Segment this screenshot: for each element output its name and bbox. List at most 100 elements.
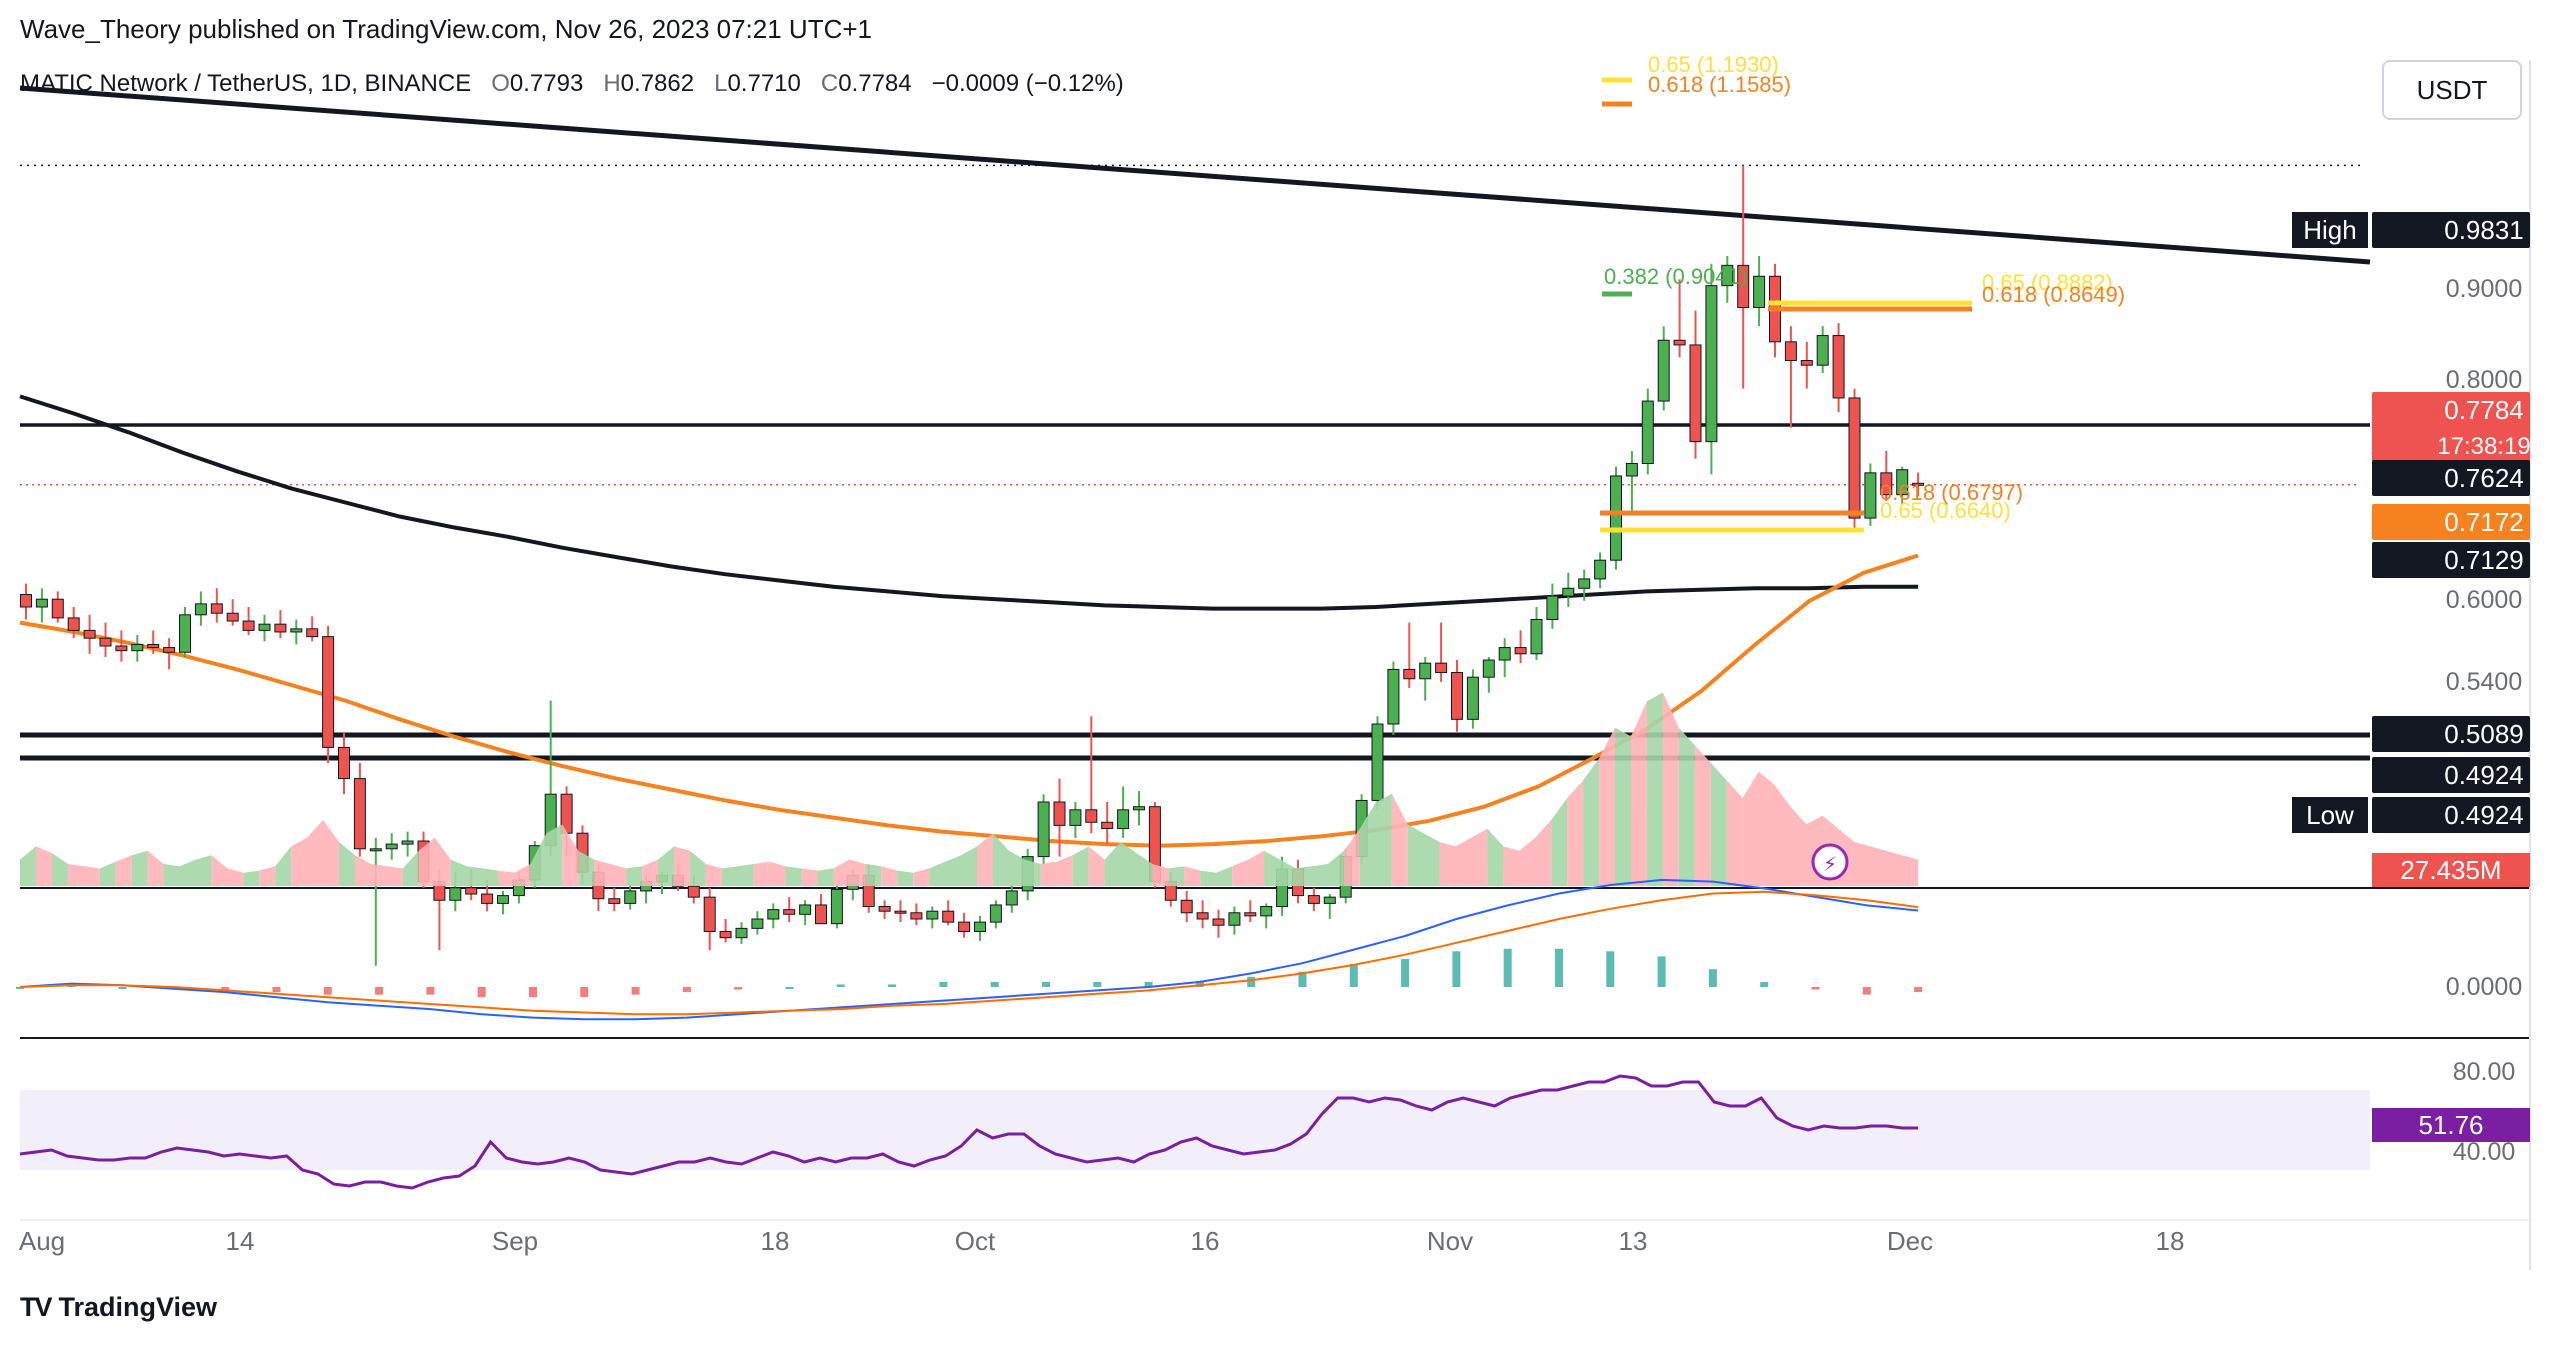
candle-body bbox=[1800, 360, 1813, 366]
lightning-glyph: ⚡ bbox=[1823, 854, 1837, 876]
volume-area-down bbox=[1694, 745, 1711, 886]
candle-body bbox=[1244, 912, 1257, 917]
volume-area-down bbox=[1567, 780, 1584, 886]
candle-body bbox=[369, 848, 382, 852]
symbol-legend: MATIC Network / TetherUS, 1D, BINANCE O0… bbox=[20, 70, 1124, 98]
candle-body bbox=[83, 629, 96, 639]
candle-body bbox=[1673, 339, 1686, 346]
macd-histogram-bar bbox=[1914, 987, 1923, 993]
candle-body bbox=[1037, 801, 1050, 858]
tradingview-logo[interactable]: TV TradingView bbox=[20, 1292, 217, 1323]
macd-histogram-bar bbox=[1708, 969, 1717, 987]
candle-body bbox=[210, 603, 223, 614]
candle-body bbox=[1101, 821, 1114, 830]
candle-body bbox=[115, 645, 128, 652]
volume-area-up bbox=[689, 850, 706, 886]
candle-body bbox=[1371, 723, 1384, 801]
candle-body bbox=[910, 912, 923, 920]
volume-area-up bbox=[578, 850, 595, 886]
macd-histogram-bar bbox=[682, 987, 691, 993]
volume-area-down bbox=[673, 846, 690, 886]
volume-area-up bbox=[785, 866, 802, 886]
candle-body bbox=[1085, 809, 1098, 823]
low-value: 0.7710 bbox=[727, 70, 801, 97]
volume-area-up bbox=[1264, 850, 1344, 886]
volume-area-down bbox=[594, 859, 627, 886]
macd-histogram-bar bbox=[1606, 951, 1615, 987]
candle-body bbox=[1482, 659, 1495, 678]
volume-area-up bbox=[1487, 828, 1504, 886]
volume-area-down bbox=[418, 837, 451, 886]
volume-area-up bbox=[626, 866, 643, 886]
candle-body bbox=[497, 895, 509, 904]
volume-label-box bbox=[2372, 853, 2530, 887]
fib-label: 0.618 (1.1585) bbox=[1648, 72, 1791, 97]
macd-histogram-bar bbox=[1247, 976, 1256, 987]
rsi-axis-tick: 40.00 bbox=[2453, 1138, 2516, 1166]
volume-area-up bbox=[1072, 846, 1089, 886]
candle-body bbox=[1657, 339, 1670, 402]
volume-area-up bbox=[20, 846, 36, 886]
volume-area-down bbox=[562, 824, 579, 886]
candle-body bbox=[1466, 676, 1479, 720]
volume-area-up bbox=[992, 833, 1041, 886]
price-label-box bbox=[2372, 716, 2530, 752]
candle-body bbox=[1228, 912, 1241, 926]
change-value: −0.0009 (−0.12%) bbox=[931, 70, 1124, 97]
candle-body bbox=[1435, 662, 1448, 674]
candle-body bbox=[1117, 809, 1130, 830]
open-value: 0.7793 bbox=[509, 70, 584, 97]
candle-body bbox=[306, 628, 319, 638]
symbol-name[interactable]: MATIC Network / TetherUS, 1D, BINANCE bbox=[20, 70, 472, 97]
macd-histogram-bar bbox=[426, 987, 435, 995]
volume-area-down bbox=[913, 868, 930, 886]
volume-area-up bbox=[530, 824, 563, 886]
price-label-value: 0.9831 bbox=[2444, 215, 2524, 245]
candle-body bbox=[1196, 912, 1209, 920]
tradingview-logo-icon: TV bbox=[20, 1292, 52, 1322]
macd-histogram-bar bbox=[836, 984, 845, 987]
candle-body bbox=[1625, 462, 1638, 477]
extreme-label-text: Low bbox=[2306, 800, 2354, 830]
candle-body bbox=[1180, 899, 1193, 914]
rsi-line bbox=[19, 1074, 1919, 1190]
volume-area-down bbox=[354, 855, 403, 886]
candle-body bbox=[608, 898, 621, 904]
candle-body bbox=[815, 904, 827, 925]
candle-body bbox=[1784, 341, 1797, 362]
candle-body bbox=[338, 746, 350, 780]
macd-histogram-bar bbox=[1503, 948, 1512, 987]
macd-histogram-bar bbox=[375, 987, 384, 995]
volume-area-up bbox=[1168, 866, 1185, 886]
candle-body bbox=[1641, 400, 1654, 464]
candle-body bbox=[1832, 335, 1845, 399]
volume-area-up bbox=[1200, 866, 1233, 886]
volume-area-up bbox=[1646, 692, 1663, 886]
candle-body bbox=[1403, 668, 1416, 680]
lightning-icon[interactable] bbox=[1811, 843, 1849, 881]
volume-area-down bbox=[1088, 846, 1105, 886]
candle-body bbox=[1562, 587, 1575, 597]
candle-body bbox=[1053, 801, 1066, 826]
candle-body bbox=[226, 612, 239, 622]
currency-button[interactable]: USDT bbox=[2382, 60, 2522, 120]
time-axis-tick: 18 bbox=[2156, 1226, 2185, 1256]
candle-body bbox=[1260, 906, 1273, 917]
fib-label: 0.618 (0.6797) bbox=[1880, 480, 2023, 505]
price-label-value: 0.5089 bbox=[2444, 719, 2524, 749]
macd-histogram-bar bbox=[1555, 948, 1563, 987]
candle-body bbox=[989, 904, 1002, 923]
volume-area-down bbox=[1184, 866, 1201, 886]
volume-area-down bbox=[67, 864, 100, 886]
candle-body bbox=[830, 888, 843, 925]
close-value: 0.7784 bbox=[838, 70, 912, 97]
volume-area-up bbox=[897, 870, 914, 886]
macd-histogram-bar bbox=[1862, 987, 1871, 995]
volume-area-up bbox=[1583, 758, 1600, 886]
volume-area-up bbox=[450, 859, 499, 886]
candle-body bbox=[322, 636, 335, 748]
candle-body bbox=[465, 887, 478, 895]
macd-histogram-bar bbox=[631, 987, 640, 995]
